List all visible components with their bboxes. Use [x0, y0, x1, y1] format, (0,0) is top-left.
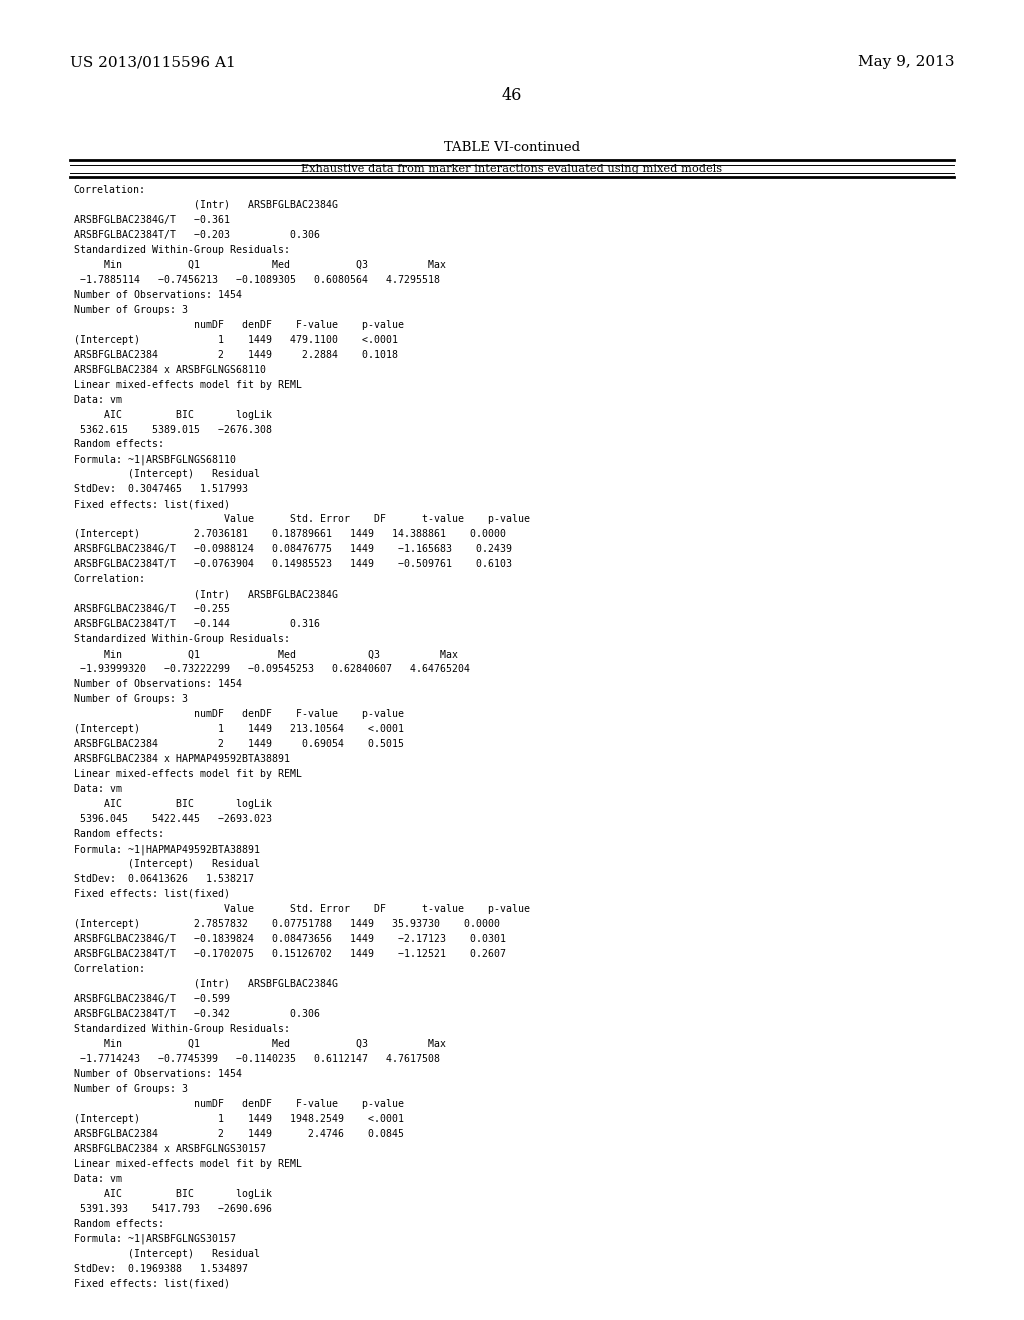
Text: 5391.393    5417.793   −2690.696: 5391.393 5417.793 −2690.696: [74, 1204, 271, 1213]
Text: Correlation:: Correlation:: [74, 964, 145, 974]
Text: (Intercept)   Residual: (Intercept) Residual: [74, 1249, 260, 1258]
Text: Formula: ~1|ARSBFGLNGS68110: Formula: ~1|ARSBFGLNGS68110: [74, 454, 236, 465]
Text: ARSBFGLBAC2384 x ARSBFGLNGS30157: ARSBFGLBAC2384 x ARSBFGLNGS30157: [74, 1143, 266, 1154]
Text: Min           Q1            Med           Q3          Max: Min Q1 Med Q3 Max: [74, 1039, 445, 1049]
Text: AIC         BIC       logLik: AIC BIC logLik: [74, 1188, 271, 1199]
Text: Data: vm: Data: vm: [74, 395, 122, 404]
Text: (Intercept)         2.7857832    0.07751788   1449   35.93730    0.0000: (Intercept) 2.7857832 0.07751788 1449 35…: [74, 919, 500, 929]
Text: May 9, 2013: May 9, 2013: [858, 55, 954, 70]
Text: Value      Std. Error    DF      t-value    p-value: Value Std. Error DF t-value p-value: [74, 515, 529, 524]
Text: Fixed effects: list(fixed): Fixed effects: list(fixed): [74, 1279, 229, 1288]
Text: 5396.045    5422.445   −2693.023: 5396.045 5422.445 −2693.023: [74, 814, 271, 824]
Text: 5362.615    5389.015   −2676.308: 5362.615 5389.015 −2676.308: [74, 425, 271, 434]
Text: Formula: ~1|ARSBFGLNGS30157: Formula: ~1|ARSBFGLNGS30157: [74, 1234, 236, 1243]
Text: AIC         BIC       logLik: AIC BIC logLik: [74, 409, 271, 420]
Text: Random effects:: Random effects:: [74, 440, 164, 450]
Text: Linear mixed-effects model fit by REML: Linear mixed-effects model fit by REML: [74, 1159, 302, 1168]
Text: ARSBFGLBAC2384T/T   −0.342          0.306: ARSBFGLBAC2384T/T −0.342 0.306: [74, 1008, 319, 1019]
Text: ARSBFGLBAC2384G/T   −0.599: ARSBFGLBAC2384G/T −0.599: [74, 994, 229, 1003]
Text: TABLE VI-continued: TABLE VI-continued: [444, 141, 580, 154]
Text: −1.93999320   −0.73222299   −0.09545253   0.62840607   4.64765204: −1.93999320 −0.73222299 −0.09545253 0.62…: [74, 664, 470, 675]
Text: AIC         BIC       logLik: AIC BIC logLik: [74, 799, 271, 809]
Text: numDF   denDF    F-value    p-value: numDF denDF F-value p-value: [74, 709, 403, 719]
Text: Number of Observations: 1454: Number of Observations: 1454: [74, 289, 242, 300]
Text: (Intercept)         2.7036181    0.18789661   1449   14.388861    0.0000: (Intercept) 2.7036181 0.18789661 1449 14…: [74, 529, 506, 540]
Text: StdDev:  0.3047465   1.517993: StdDev: 0.3047465 1.517993: [74, 484, 248, 495]
Text: Min           Q1            Med           Q3          Max: Min Q1 Med Q3 Max: [74, 260, 445, 269]
Text: ARSBFGLBAC2384 x HAPMAP49592BTA38891: ARSBFGLBAC2384 x HAPMAP49592BTA38891: [74, 754, 290, 764]
Text: ARSBFGLBAC2384T/T   −0.203          0.306: ARSBFGLBAC2384T/T −0.203 0.306: [74, 230, 319, 240]
Text: ARSBFGLBAC2384          2    1449     0.69054    0.5015: ARSBFGLBAC2384 2 1449 0.69054 0.5015: [74, 739, 403, 750]
Text: Number of Observations: 1454: Number of Observations: 1454: [74, 680, 242, 689]
Text: Data: vm: Data: vm: [74, 1173, 122, 1184]
Text: (Intr)   ARSBFGLBAC2384G: (Intr) ARSBFGLBAC2384G: [74, 199, 338, 210]
Text: Number of Groups: 3: Number of Groups: 3: [74, 694, 187, 704]
Text: ARSBFGLBAC2384G/T   −0.0988124   0.08476775   1449    −1.165683    0.2439: ARSBFGLBAC2384G/T −0.0988124 0.08476775 …: [74, 544, 512, 554]
Text: (Intr)   ARSBFGLBAC2384G: (Intr) ARSBFGLBAC2384G: [74, 979, 338, 989]
Text: Fixed effects: list(fixed): Fixed effects: list(fixed): [74, 888, 229, 899]
Text: ARSBFGLBAC2384          2    1449      2.4746    0.0845: ARSBFGLBAC2384 2 1449 2.4746 0.0845: [74, 1129, 403, 1139]
Text: Correlation:: Correlation:: [74, 185, 145, 195]
Text: ARSBFGLBAC2384T/T   −0.144          0.316: ARSBFGLBAC2384T/T −0.144 0.316: [74, 619, 319, 630]
Text: Value      Std. Error    DF      t-value    p-value: Value Std. Error DF t-value p-value: [74, 904, 529, 913]
Text: StdDev:  0.06413626   1.538217: StdDev: 0.06413626 1.538217: [74, 874, 254, 884]
Text: (Intr)   ARSBFGLBAC2384G: (Intr) ARSBFGLBAC2384G: [74, 589, 338, 599]
Text: numDF   denDF    F-value    p-value: numDF denDF F-value p-value: [74, 319, 403, 330]
Text: Data: vm: Data: vm: [74, 784, 122, 795]
Text: Linear mixed-effects model fit by REML: Linear mixed-effects model fit by REML: [74, 770, 302, 779]
Text: ARSBFGLBAC2384 x ARSBFGLNGS68110: ARSBFGLBAC2384 x ARSBFGLNGS68110: [74, 364, 266, 375]
Text: ARSBFGLBAC2384          2    1449     2.2884    0.1018: ARSBFGLBAC2384 2 1449 2.2884 0.1018: [74, 350, 397, 359]
Text: Min           Q1             Med            Q3          Max: Min Q1 Med Q3 Max: [74, 649, 458, 659]
Text: (Intercept)             1    1449   1948.2549    <.0001: (Intercept) 1 1449 1948.2549 <.0001: [74, 1114, 403, 1123]
Text: (Intercept)   Residual: (Intercept) Residual: [74, 859, 260, 869]
Text: (Intercept)             1    1449   213.10564    <.0001: (Intercept) 1 1449 213.10564 <.0001: [74, 725, 403, 734]
Text: ARSBFGLBAC2384T/T   −0.1702075   0.15126702   1449    −1.12521    0.2607: ARSBFGLBAC2384T/T −0.1702075 0.15126702 …: [74, 949, 506, 958]
Text: StdDev:  0.1969388   1.534897: StdDev: 0.1969388 1.534897: [74, 1263, 248, 1274]
Text: ARSBFGLBAC2384T/T   −0.0763904   0.14985523   1449    −0.509761    0.6103: ARSBFGLBAC2384T/T −0.0763904 0.14985523 …: [74, 560, 512, 569]
Text: (Intercept)             1    1449   479.1100    <.0001: (Intercept) 1 1449 479.1100 <.0001: [74, 335, 397, 345]
Text: Number of Observations: 1454: Number of Observations: 1454: [74, 1069, 242, 1078]
Text: Linear mixed-effects model fit by REML: Linear mixed-effects model fit by REML: [74, 380, 302, 389]
Text: ARSBFGLBAC2384G/T   −0.255: ARSBFGLBAC2384G/T −0.255: [74, 605, 229, 614]
Text: Number of Groups: 3: Number of Groups: 3: [74, 305, 187, 314]
Text: Standardized Within-Group Residuals:: Standardized Within-Group Residuals:: [74, 244, 290, 255]
Text: (Intercept)   Residual: (Intercept) Residual: [74, 470, 260, 479]
Text: Fixed effects: list(fixed): Fixed effects: list(fixed): [74, 499, 229, 510]
Text: Exhaustive data from marker interactions evaluated using mixed models: Exhaustive data from marker interactions…: [301, 164, 723, 174]
Text: Formula: ~1|HAPMAP49592BTA38891: Formula: ~1|HAPMAP49592BTA38891: [74, 843, 260, 854]
Text: Random effects:: Random effects:: [74, 829, 164, 840]
Text: Number of Groups: 3: Number of Groups: 3: [74, 1084, 187, 1094]
Text: Correlation:: Correlation:: [74, 574, 145, 585]
Text: numDF   denDF    F-value    p-value: numDF denDF F-value p-value: [74, 1098, 403, 1109]
Text: Standardized Within-Group Residuals:: Standardized Within-Group Residuals:: [74, 635, 290, 644]
Text: −1.7714243   −0.7745399   −0.1140235   0.6112147   4.7617508: −1.7714243 −0.7745399 −0.1140235 0.61121…: [74, 1053, 439, 1064]
Text: ARSBFGLBAC2384G/T   −0.361: ARSBFGLBAC2384G/T −0.361: [74, 215, 229, 224]
Text: Standardized Within-Group Residuals:: Standardized Within-Group Residuals:: [74, 1024, 290, 1034]
Text: ARSBFGLBAC2384G/T   −0.1839824   0.08473656   1449    −2.17123    0.0301: ARSBFGLBAC2384G/T −0.1839824 0.08473656 …: [74, 935, 506, 944]
Text: 46: 46: [502, 87, 522, 104]
Text: US 2013/0115596 A1: US 2013/0115596 A1: [70, 55, 236, 70]
Text: Random effects:: Random effects:: [74, 1218, 164, 1229]
Text: −1.7885114   −0.7456213   −0.1089305   0.6080564   4.7295518: −1.7885114 −0.7456213 −0.1089305 0.60805…: [74, 275, 439, 285]
